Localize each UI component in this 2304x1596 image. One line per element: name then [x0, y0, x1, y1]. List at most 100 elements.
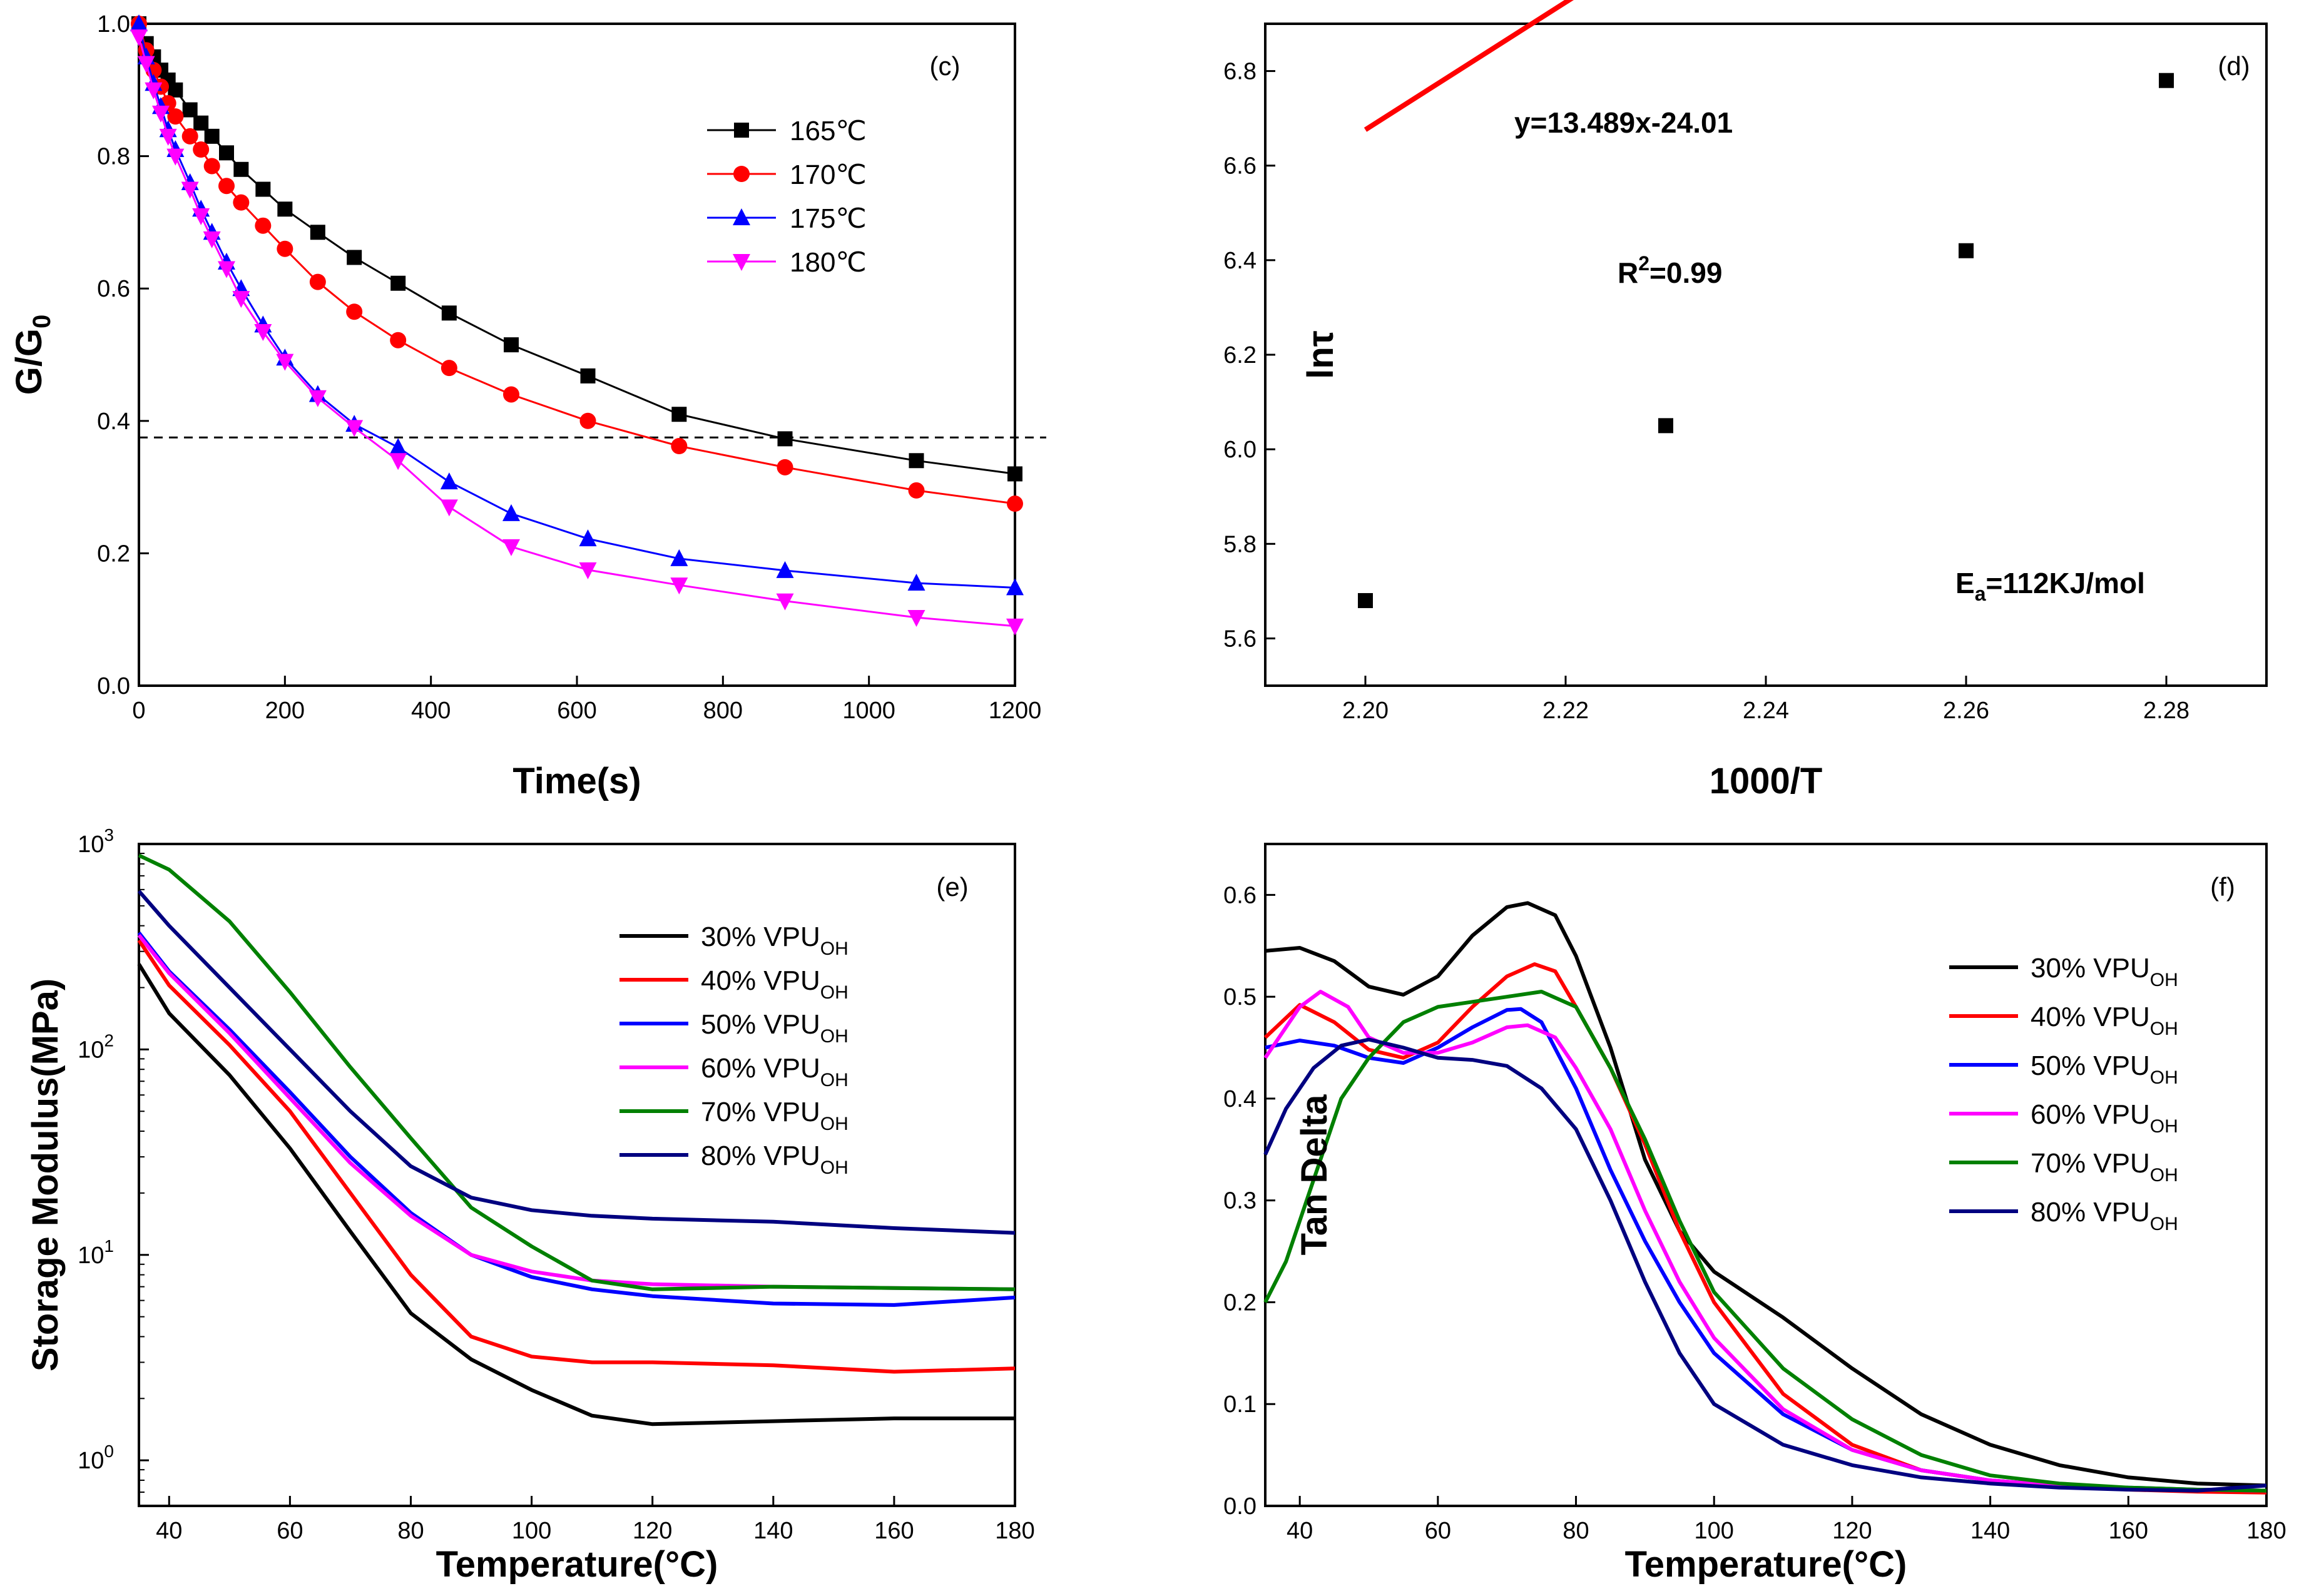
- data-point: [1358, 592, 1373, 608]
- legend-label-sub: OH: [2150, 1214, 2178, 1234]
- x-tick-label: 140: [1970, 1518, 2010, 1544]
- legend-label-sub: OH: [820, 1157, 849, 1178]
- data-point: [441, 305, 457, 321]
- series-line: [137, 963, 1015, 1426]
- legend-label: 165℃: [790, 116, 867, 146]
- y-tick-label: 1.0: [97, 11, 130, 38]
- y-tick-label: 6.4: [1223, 248, 1256, 274]
- y-tick-label: 0.4: [97, 409, 130, 435]
- y-tick-label: 0.2: [97, 541, 130, 567]
- panel-e-frame: [138, 843, 1016, 1507]
- y-tick-label: 0.4: [1223, 1086, 1256, 1112]
- series-line: [137, 939, 1016, 1374]
- x-axis-label: Temperature(°C): [436, 1544, 718, 1585]
- legend-label-sub: OH: [2150, 1019, 2178, 1039]
- legend-marker: [733, 254, 750, 271]
- data-point: [218, 178, 235, 195]
- data-point: [440, 472, 458, 490]
- data-point: [193, 141, 210, 158]
- x-tick-label: 180: [2246, 1518, 2286, 1544]
- legend-label: 50% VPUOH: [2031, 1050, 2178, 1088]
- data-point: [219, 145, 234, 161]
- data-point: [776, 593, 794, 611]
- data-point: [203, 158, 220, 175]
- legend-label-main: 50% VPU: [701, 1009, 820, 1040]
- x-tick-label: 2.24: [1743, 698, 1789, 724]
- series-line: [138, 853, 1016, 1291]
- y-tick-exponent: 1: [104, 1236, 114, 1256]
- data-point: [346, 303, 363, 320]
- data-point: [1007, 496, 1023, 512]
- legend-label-sub: OH: [2150, 1165, 2178, 1186]
- x-tick-label: 2.26: [1943, 698, 1989, 724]
- legend-label: 70% VPUOH: [701, 1097, 849, 1134]
- y-tick-label: 6.8: [1223, 59, 1256, 85]
- data-point: [580, 368, 596, 384]
- y-tick-label: 5.6: [1223, 626, 1256, 652]
- data-point: [777, 431, 793, 447]
- data-point: [166, 148, 185, 166]
- series-line: [1265, 1007, 2267, 1493]
- data-point: [579, 562, 597, 579]
- fit-line: [1364, 0, 1574, 132]
- data-point: [1006, 578, 1024, 596]
- legend-label-main: 60% VPU: [2031, 1099, 2150, 1130]
- panel-d-chart: 2.20 2.22 2.24 2.26 2.28 5.6 5.8 6.0 6.2 6.4 6.6 6.…: [1223, 0, 2268, 801]
- data-point: [137, 56, 155, 73]
- data-point: [130, 29, 148, 47]
- legend-label: 170℃: [790, 160, 867, 190]
- r-squared-annotation: R2=0.99: [1618, 252, 1722, 289]
- data-point: [579, 412, 596, 429]
- data-point: [909, 453, 924, 469]
- y-tick-exponent: 0: [104, 1441, 114, 1461]
- data-point: [504, 337, 519, 353]
- legend-marker: [734, 123, 749, 138]
- data-point: [192, 208, 210, 225]
- data-point: [671, 407, 687, 422]
- panel-label: (f): [2210, 872, 2235, 902]
- x-tick-label: 40: [1287, 1518, 1313, 1544]
- data-point: [233, 194, 250, 211]
- data-point: [130, 14, 148, 31]
- legend-label: 180℃: [790, 247, 867, 278]
- legend-label: 50% VPUOH: [701, 1009, 849, 1047]
- legend-label-main: 80% VPU: [2031, 1197, 2150, 1227]
- x-tick-label: 80: [1562, 1518, 1589, 1544]
- legend-label: 40% VPUOH: [2031, 1002, 2178, 1039]
- x-tick-label: 160: [874, 1518, 914, 1544]
- y-tick-base: 10: [78, 831, 104, 858]
- data-point: [152, 105, 170, 123]
- data-point: [167, 108, 184, 125]
- legend-label-sub: OH: [820, 1026, 849, 1047]
- data-point: [441, 360, 457, 377]
- legend-label-main: 80% VPU: [701, 1141, 820, 1171]
- x-axis-label: 1000/T: [1710, 761, 1823, 801]
- x-tick-label: 120: [1832, 1518, 1872, 1544]
- x-tick-label: 120: [633, 1518, 672, 1544]
- legend-label: 30% VPUOH: [701, 922, 849, 959]
- y-tick-label: 6.0: [1223, 437, 1256, 463]
- x-tick-label: 400: [411, 698, 451, 724]
- x-tick-label: 100: [1695, 1518, 1734, 1544]
- y-tick-label: 102: [78, 1030, 114, 1063]
- panel-label: (c): [930, 51, 961, 81]
- y-tick-label: 0.8: [97, 144, 130, 170]
- legend-label-sub: OH: [820, 1114, 849, 1134]
- panel-c-chart: 0 200 400 600 800 1000 1200 0.0 0.2 0.4 0.6 0.8 1.0 1…: [9, 11, 1046, 801]
- data-point: [277, 201, 293, 217]
- x-tick-label: 2.22: [1542, 698, 1589, 724]
- data-point: [1959, 243, 1974, 258]
- ea-main: E: [1955, 567, 1975, 599]
- data-point: [181, 128, 198, 145]
- series-line: [137, 933, 1016, 1291]
- y-tick-label: 0.3: [1223, 1188, 1256, 1214]
- legend-label-main: 30% VPU: [701, 922, 820, 952]
- data-point: [145, 82, 163, 99]
- panel-c-frame: [138, 23, 1016, 687]
- series-line: [138, 23, 1016, 505]
- y-axis-label: Storage Modulus(MPa): [25, 978, 66, 1371]
- data-point: [276, 353, 294, 371]
- data-point: [390, 332, 407, 348]
- x-axis-label: Temperature(°C): [1625, 1544, 1907, 1585]
